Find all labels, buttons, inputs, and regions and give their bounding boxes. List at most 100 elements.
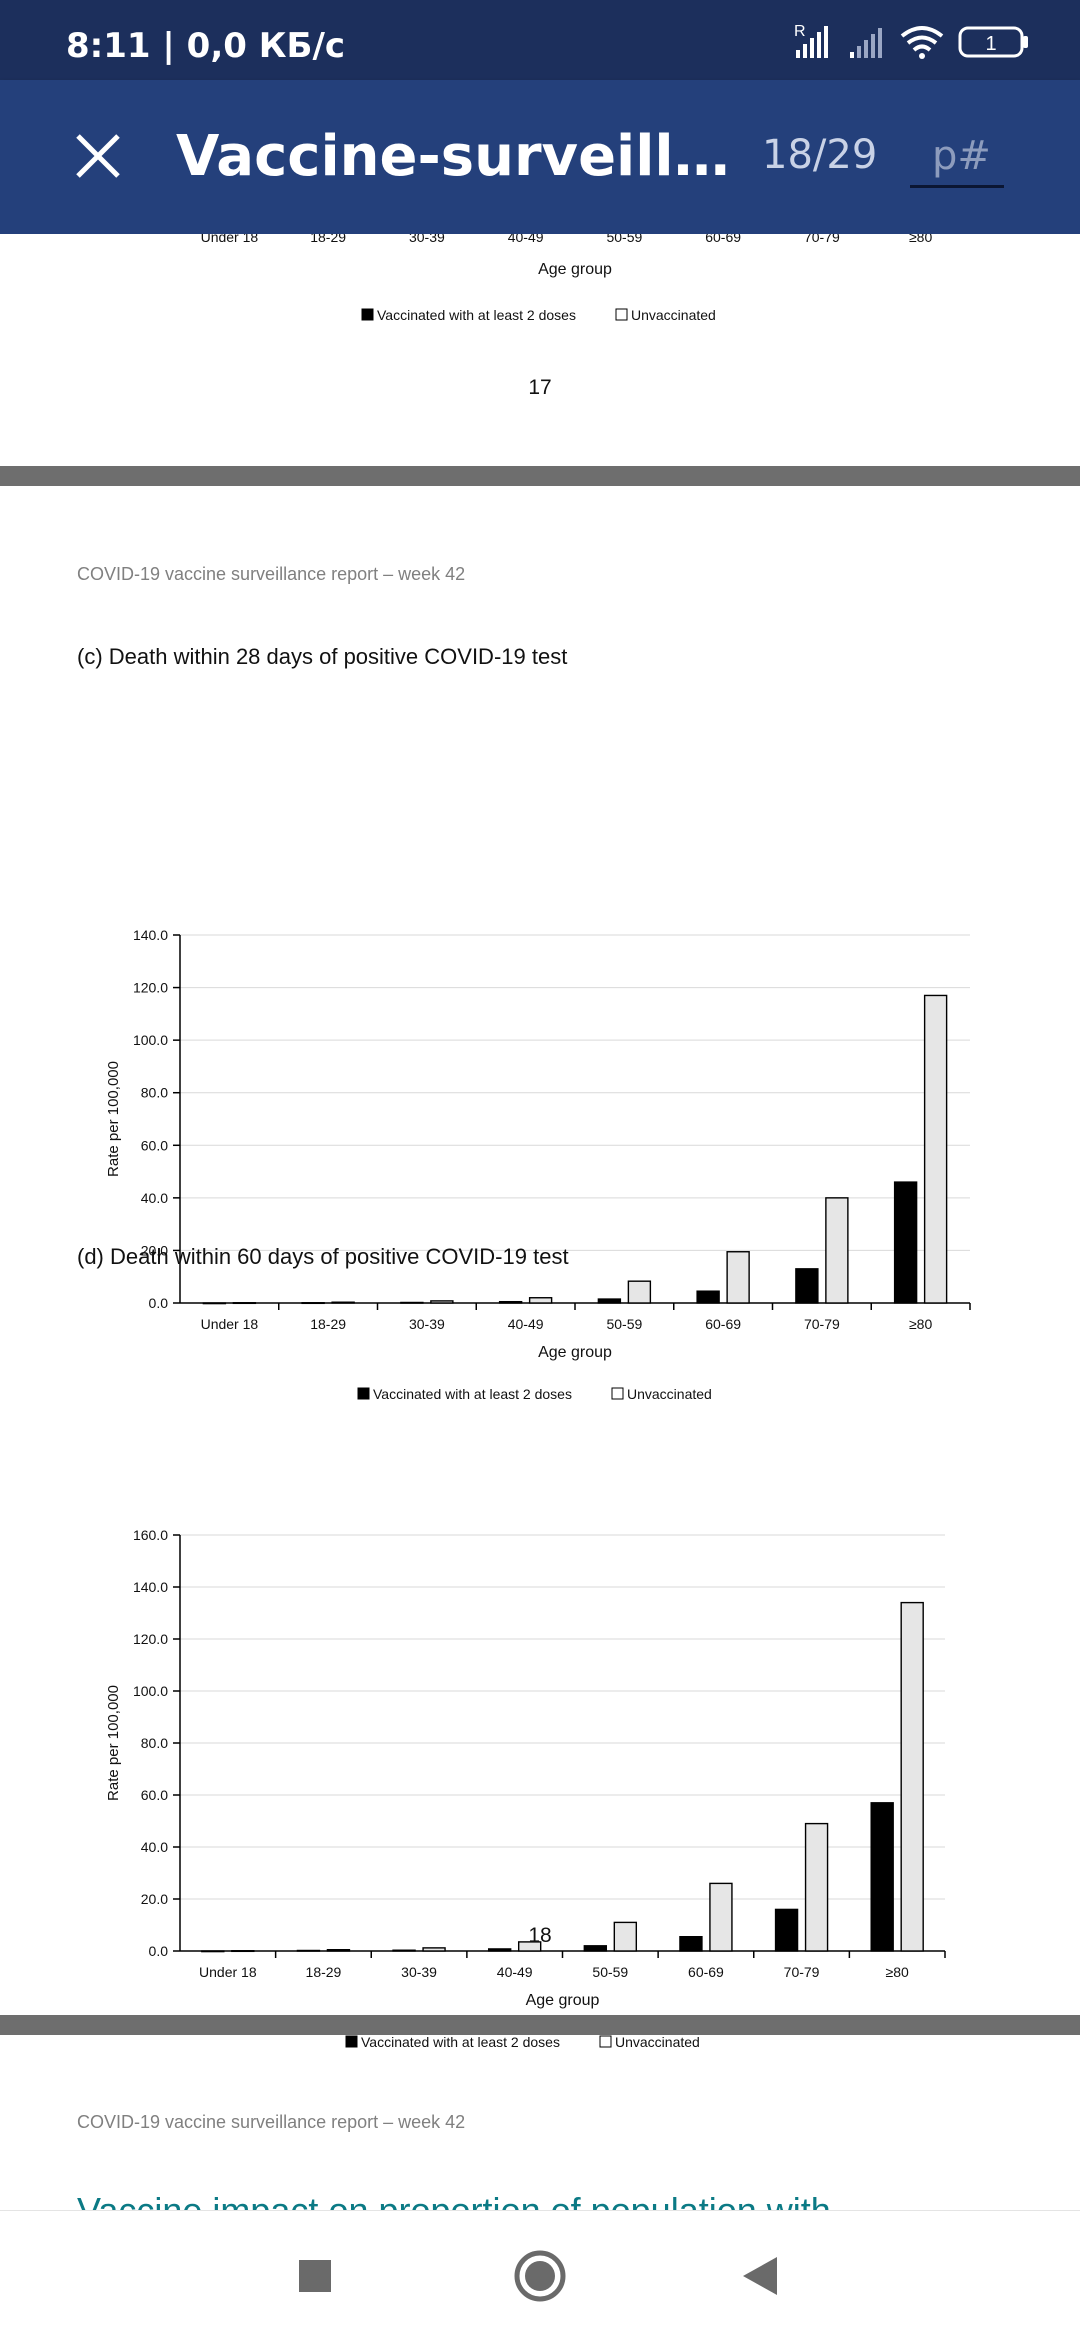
bar-unvaccinated (923, 994, 948, 1304)
section-heading-partial: Vaccine impact on proportion of populati… (77, 2190, 831, 2210)
x-tick-label: ≥80 (909, 1316, 932, 1332)
bar-vaccinated (870, 1802, 894, 1952)
x-tick-label: 50-59 (592, 1964, 628, 1980)
bar-vaccinated (679, 1936, 703, 1952)
app-bar: Vaccine-surveillance… 18/29 (0, 80, 1080, 234)
x-tick-label: 30-39 (401, 1964, 437, 1980)
page-number-18: 18 (528, 1924, 552, 1947)
y-tick-label: 80.0 (141, 1735, 168, 1751)
bar-unvaccinated (726, 1251, 750, 1304)
bar-unvaccinated (231, 1950, 255, 1953)
x-axis-label: Age group (538, 261, 612, 278)
bar-vaccinated (774, 1908, 799, 1952)
legend-swatch-unvaccinated (611, 1387, 624, 1400)
y-tick-label: 120.0 (133, 980, 168, 996)
circle-icon (514, 2250, 566, 2302)
bar-vaccinated (597, 1298, 622, 1304)
chart-death-28-days: 0.0 20.0 40.0 60.0 80.0 100.0 120.0 140.0 Under … (105, 927, 971, 1402)
navigation-bar (0, 2210, 1080, 2340)
x-tick-label: 70-79 (804, 1316, 840, 1332)
bar-unvaccinated (422, 1947, 446, 1952)
bar-unvaccinated (825, 1197, 849, 1304)
bar-unvaccinated (709, 1882, 733, 1952)
square-icon (299, 2260, 331, 2292)
status-icons: R 1 (794, 23, 1028, 59)
y-tick-label: 20.0 (141, 1242, 168, 1258)
triangle-back-icon (743, 2257, 777, 2295)
page-number-input[interactable] (910, 126, 1004, 188)
bar-vaccinated (296, 1949, 321, 1952)
y-tick-label: 160.0 (133, 1527, 168, 1543)
legend-label-unvaccinated: Unvaccinated (615, 2034, 700, 2050)
svg-text:R: R (794, 23, 806, 40)
bar-vaccinated (400, 1301, 424, 1304)
home-button[interactable] (505, 2241, 575, 2311)
bar-unvaccinated (804, 1822, 829, 1952)
legend-label-vaccinated: Vaccinated with at least 2 doses (361, 2034, 560, 2050)
x-tick-label: 18-29 (306, 1964, 342, 1980)
legend-swatch-unvaccinated (615, 308, 628, 321)
back-button[interactable] (725, 2241, 795, 2311)
y-axis-label: Rate per 100,000 (105, 1685, 122, 1801)
y-tick-label: 120.0 (133, 1631, 168, 1647)
x-tick-label: 60-69 (705, 234, 741, 245)
bar-vaccinated (893, 1181, 918, 1304)
y-tick-label: 40.0 (141, 1190, 168, 1206)
wifi-icon (900, 26, 944, 59)
x-tick-label: Under 18 (201, 234, 259, 245)
y-axis-label: Rate per 100,000 (105, 1061, 122, 1177)
chart-title-c: (c) Death within 28 days of positive COV… (77, 644, 568, 669)
x-tick-label: Under 18 (201, 1316, 259, 1332)
bar-vaccinated (583, 1945, 608, 1952)
y-tick-label: 20.0 (141, 1891, 168, 1907)
x-tick-label: 60-69 (705, 1316, 741, 1332)
x-tick-label: 18-29 (310, 234, 346, 245)
signal-roaming-icon: R (794, 23, 828, 58)
bar-unvaccinated (331, 1301, 355, 1304)
page-number-17: 17 (528, 376, 552, 399)
x-tick-label: Under 18 (199, 1964, 257, 1980)
x-tick-label: 30-39 (409, 1316, 445, 1332)
y-tick-label: 0.0 (149, 1943, 169, 1959)
document-title: Vaccine-surveillance… (176, 124, 736, 189)
bar-unvaccinated (528, 1297, 553, 1304)
bar-vaccinated (202, 1302, 227, 1305)
bar-unvaccinated (613, 1921, 638, 1952)
x-tick-label: 40-49 (508, 1316, 544, 1332)
page-separator (0, 466, 1080, 486)
bar-vaccinated (696, 1290, 720, 1304)
legend-swatch-vaccinated (361, 308, 374, 321)
chart-title-d: (d) Death within 60 days of positive COV… (77, 1244, 569, 1269)
previous-chart-fragment: Under 18 18-29 30-39 40-49 50-59 60-69 70-79 ≥8… (201, 234, 933, 323)
legend-label-unvaccinated: Unvaccinated (627, 1386, 712, 1402)
recent-apps-button[interactable] (280, 2241, 350, 2311)
legend-swatch-unvaccinated (599, 2035, 612, 2048)
bar-unvaccinated (232, 1302, 257, 1305)
bar-unvaccinated (326, 1949, 351, 1952)
legend-label-vaccinated: Vaccinated with at least 2 doses (373, 1386, 572, 1402)
x-axis-label: Age group (526, 1992, 600, 2009)
y-tick-label: 140.0 (133, 1579, 168, 1595)
bar-vaccinated (487, 1948, 512, 1952)
page-indicator: 18/29 (762, 132, 878, 178)
y-tick-label: 100.0 (133, 1032, 168, 1048)
legend-label-vaccinated: Vaccinated with at least 2 doses (377, 307, 576, 323)
y-tick-label: 40.0 (141, 1839, 168, 1855)
x-tick-label: 30-39 (409, 234, 445, 245)
signal-icon (850, 28, 882, 58)
bar-vaccinated (795, 1268, 819, 1304)
bar-unvaccinated (517, 1941, 542, 1952)
document-viewer[interactable]: Under 18 18-29 30-39 40-49 50-59 60-69 70-79 ≥8… (0, 234, 1080, 2210)
x-axis-label: Age group (538, 1344, 612, 1361)
chart-death-60-days: 0.0 20.0 40.0 60.0 80.0 100.0 120.0 140.0 160.0 U… (105, 1527, 946, 2050)
x-tick-label: ≥80 (909, 234, 932, 245)
status-bar: 8:11 | 0,0 КБ/с R 1 (0, 0, 1080, 80)
x-tick-label: 70-79 (804, 234, 840, 245)
y-tick-label: 0.0 (149, 1295, 169, 1311)
y-tick-label: 60.0 (141, 1137, 168, 1153)
bar-vaccinated (301, 1302, 325, 1305)
x-tick-label: 50-59 (606, 234, 642, 245)
close-icon[interactable] (70, 128, 126, 184)
legend-swatch-vaccinated (345, 2035, 358, 2048)
y-tick-label: 60.0 (141, 1787, 168, 1803)
